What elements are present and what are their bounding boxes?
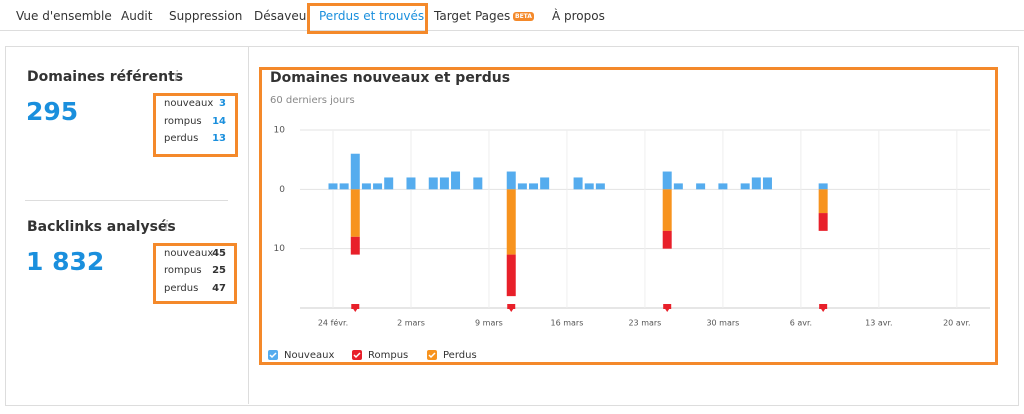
event-marker: [663, 304, 672, 312]
highlight-box: [259, 67, 998, 365]
y-tick-label: 0: [279, 185, 285, 195]
bar: [740, 183, 750, 190]
bar: [339, 183, 349, 190]
bar: [818, 189, 828, 214]
legend-item[interactable]: Nouveaux: [268, 350, 334, 361]
info-icon[interactable]: i: [164, 217, 169, 235]
card: [5, 46, 1019, 406]
metric-value: 1 832: [26, 247, 105, 276]
bar: [762, 177, 772, 190]
bar: [595, 183, 605, 190]
row-value[interactable]: 3: [219, 98, 226, 109]
row-label: rompus: [164, 116, 202, 127]
divider: [248, 47, 249, 404]
legend-check: [353, 352, 361, 359]
row-label: perdus: [164, 283, 199, 294]
bar: [506, 189, 516, 255]
chart-subtitle: 60 derniers jours: [270, 95, 355, 106]
x-tick-label: 6 avr.: [790, 319, 812, 328]
x-tick-label: 13 avr.: [865, 319, 892, 328]
legend-item[interactable]: Rompus: [352, 350, 408, 361]
event-marker: [819, 304, 828, 312]
row-value: 45: [212, 248, 226, 259]
row-label: perdus: [164, 133, 199, 144]
row-value: 25: [212, 265, 226, 276]
tab[interactable]: Audit: [121, 9, 153, 23]
legend-item[interactable]: Perdus: [427, 350, 477, 361]
x-tick-label: 9 mars: [475, 319, 503, 328]
tab[interactable]: Vue d'ensemble: [16, 9, 112, 23]
event-marker: [351, 304, 360, 312]
metric-value: 295: [26, 97, 79, 126]
bar: [350, 189, 360, 237]
bar: [573, 177, 583, 190]
tab[interactable]: Target Pages: [434, 9, 511, 23]
bar: [451, 171, 461, 190]
bar: [662, 189, 672, 231]
row-value[interactable]: 13: [212, 133, 226, 144]
highlight-box: [153, 243, 237, 304]
legend-check: [269, 352, 277, 359]
bar: [428, 177, 438, 190]
x-tick-label: 24 févr.: [318, 318, 348, 328]
divider: [25, 200, 228, 201]
row-label: rompus: [164, 265, 202, 276]
legend-check: [428, 352, 436, 359]
bar: [818, 183, 828, 190]
highlight-box: [153, 93, 238, 157]
metric-title: Domaines référents: [27, 69, 184, 85]
bar: [718, 183, 728, 190]
x-tick-label: 20 avr.: [943, 319, 970, 328]
bar: [506, 254, 516, 297]
tab-active[interactable]: Perdus et trouvés: [319, 9, 425, 23]
tab[interactable]: À propos: [552, 9, 605, 23]
bar: [384, 177, 394, 190]
legend-label: Nouveaux: [284, 350, 334, 361]
bar: [662, 171, 672, 190]
bar: [696, 183, 706, 190]
row-label: nouveaux: [164, 248, 214, 259]
y-tick-label: 10: [274, 244, 286, 254]
legend-label: Perdus: [443, 350, 477, 361]
bar: [506, 171, 516, 190]
y-tick-label: 10: [274, 126, 286, 136]
tab[interactable]: Suppression: [169, 9, 243, 23]
bar: [361, 183, 371, 190]
bar: [350, 236, 360, 255]
bar: [529, 183, 539, 190]
bar: [350, 153, 360, 190]
legend-label: Rompus: [368, 350, 408, 361]
bar: [328, 183, 338, 190]
bar: [662, 230, 672, 249]
x-tick-label: 16 mars: [551, 319, 584, 328]
x-tick-label: 2 mars: [397, 319, 425, 328]
bar: [373, 183, 383, 190]
event-marker: [507, 304, 516, 312]
row-value[interactable]: 14: [212, 116, 226, 127]
bar: [406, 177, 416, 190]
chart-title: Domaines nouveaux et perdus: [270, 70, 510, 86]
bar: [439, 177, 449, 190]
beta-badge: BETA: [513, 12, 534, 21]
bar: [517, 183, 527, 190]
row-value: 47: [212, 283, 226, 294]
info-icon[interactable]: i: [174, 67, 179, 85]
bar: [818, 213, 828, 231]
bar: [584, 183, 594, 190]
bar: [751, 177, 761, 190]
metric-title: Backlinks analysés: [27, 219, 176, 235]
row-label: nouveaux: [164, 98, 214, 109]
x-tick-label: 30 mars: [706, 319, 739, 328]
nav-border: [0, 30, 1024, 31]
bar: [540, 177, 550, 190]
highlight-box: [307, 3, 428, 34]
bar: [473, 177, 483, 190]
bar: [673, 183, 683, 190]
tab[interactable]: Désaveu: [254, 9, 307, 23]
x-tick-label: 23 mars: [628, 319, 661, 328]
